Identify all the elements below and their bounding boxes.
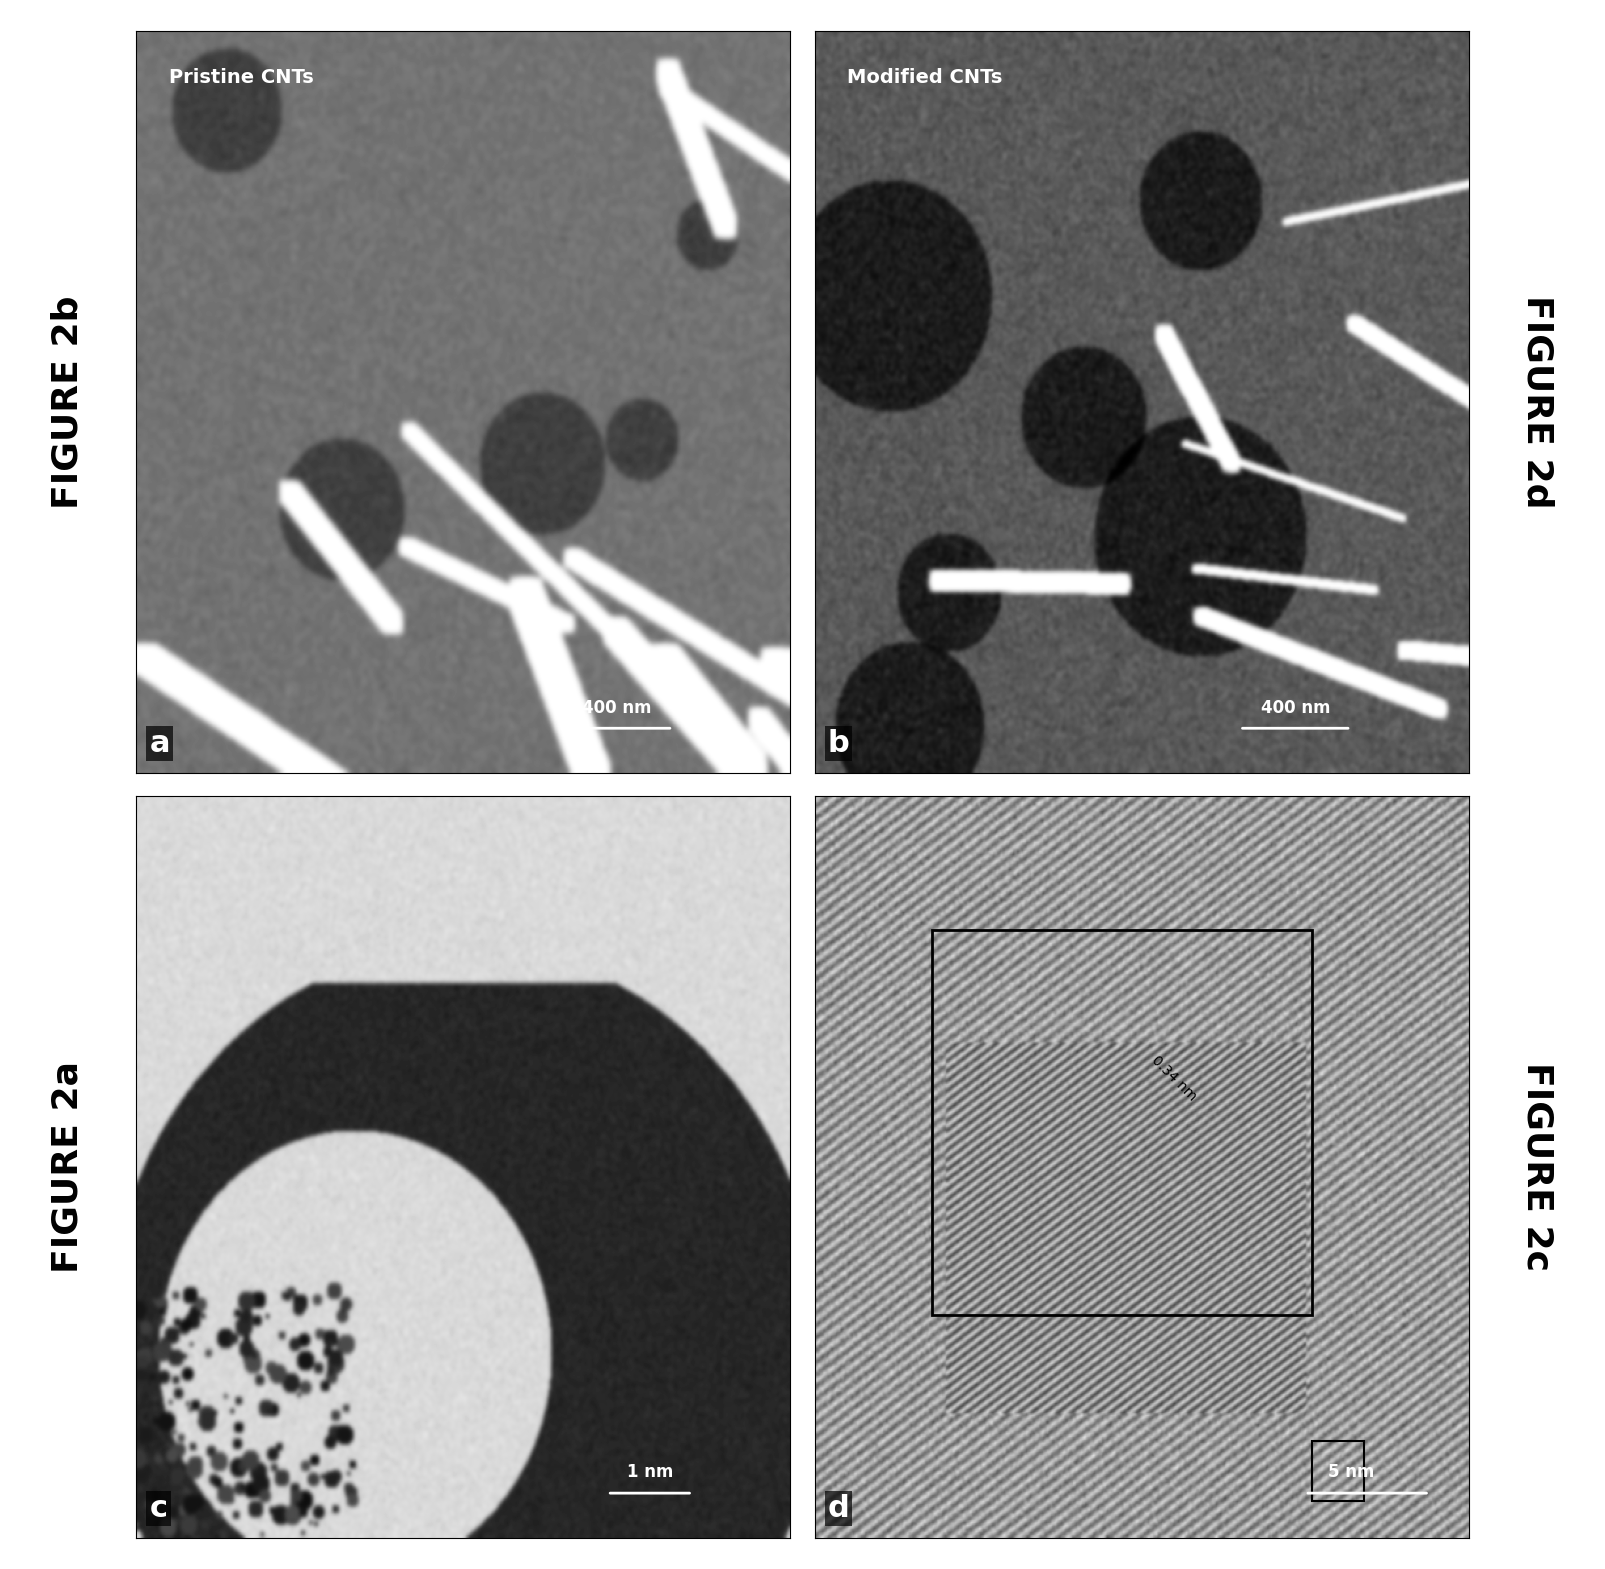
- Bar: [1311, 1442, 1364, 1500]
- Text: 400 nm: 400 nm: [583, 698, 652, 717]
- Text: b: b: [828, 730, 849, 758]
- Text: FIGURE 2c: FIGURE 2c: [1520, 1062, 1555, 1271]
- Text: c: c: [149, 1494, 167, 1523]
- Text: 5 nm: 5 nm: [1327, 1464, 1374, 1481]
- Text: Modified CNTs: Modified CNTs: [847, 69, 1003, 88]
- Text: 1 nm: 1 nm: [626, 1464, 672, 1481]
- Text: a: a: [149, 730, 170, 758]
- Text: 0.34 nm: 0.34 nm: [1149, 1053, 1199, 1103]
- Text: FIGURE 2b: FIGURE 2b: [50, 295, 85, 508]
- Text: FIGURE 2a: FIGURE 2a: [50, 1061, 85, 1272]
- Bar: [933, 930, 1311, 1315]
- Text: 400 nm: 400 nm: [1260, 698, 1331, 717]
- Text: FIGURE 2d: FIGURE 2d: [1520, 295, 1555, 508]
- Text: d: d: [828, 1494, 849, 1523]
- Text: Pristine CNTs: Pristine CNTs: [169, 69, 315, 88]
